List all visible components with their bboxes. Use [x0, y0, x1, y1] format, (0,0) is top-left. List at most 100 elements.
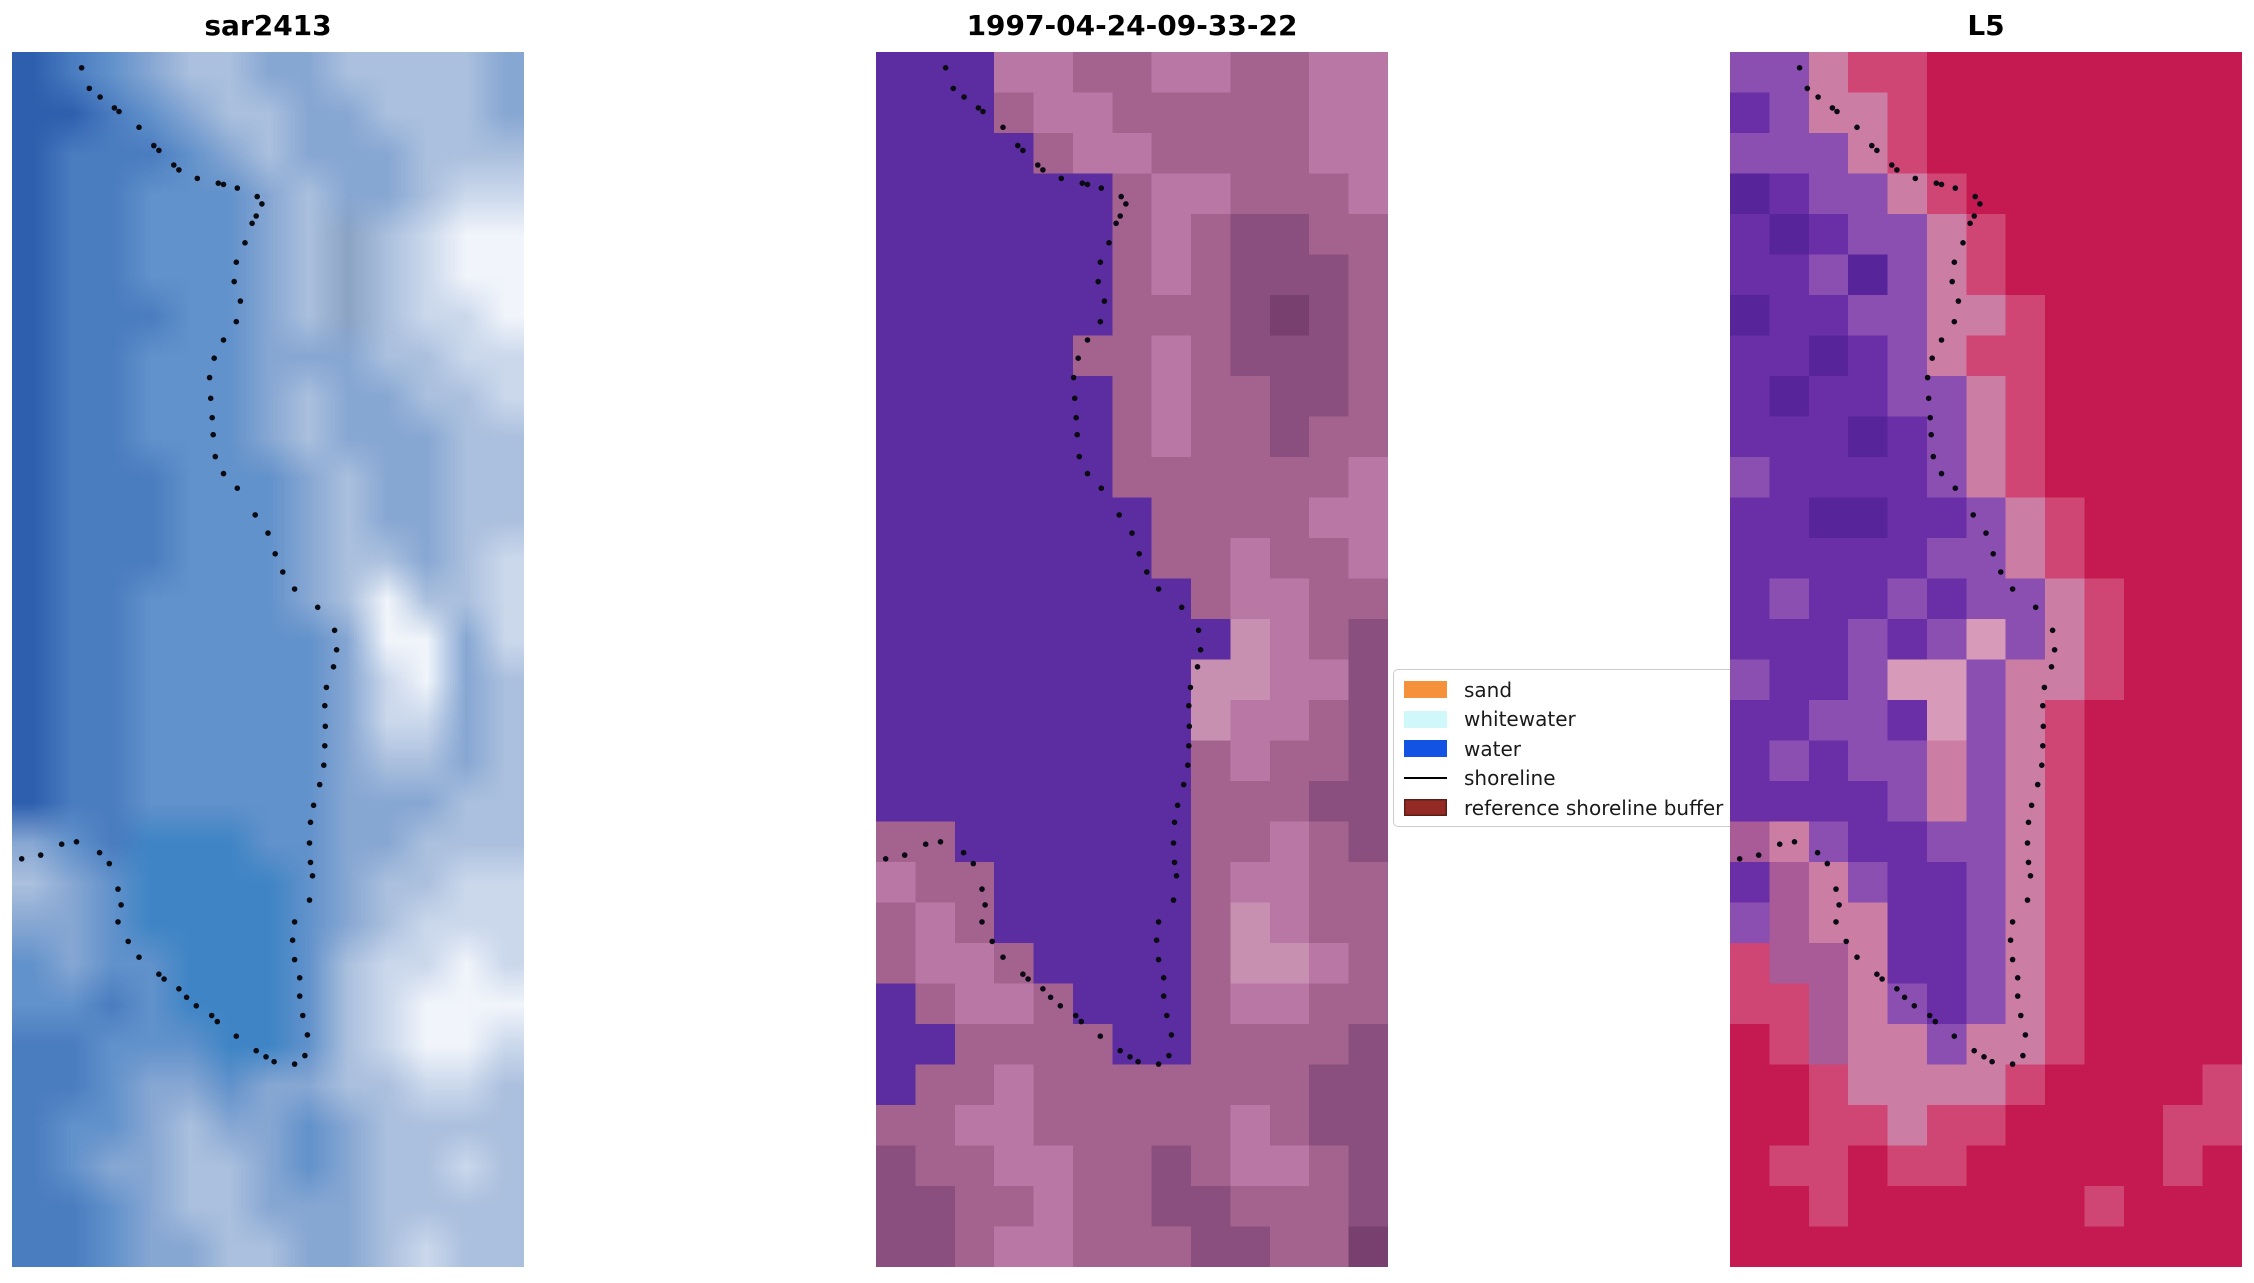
shoreline-dot: [2009, 1061, 2016, 1067]
shoreline-dot: [1144, 569, 1150, 575]
shoreline-dot: [233, 318, 240, 325]
legend-color-swatch: [1404, 799, 1447, 817]
shoreline-dot: [1926, 1012, 1933, 1019]
shoreline-dot: [1173, 873, 1180, 879]
shoreline-dot: [1912, 175, 1919, 182]
legend-entry-shoreline: shoreline: [1404, 764, 1747, 794]
shoreline-dot: [1174, 802, 1181, 809]
shoreline-dot: [289, 937, 296, 943]
shoreline-dot: [980, 108, 986, 115]
shoreline-dot: [1791, 839, 1798, 845]
shoreline-dot: [231, 278, 237, 285]
shoreline-dot: [882, 856, 889, 862]
shoreline-dot: [136, 124, 142, 131]
shoreline-dot: [1869, 142, 1875, 149]
shoreline-dot: [1116, 512, 1122, 518]
shoreline-dot: [1814, 849, 1821, 856]
shoreline-dot: [220, 470, 227, 477]
shoreline-dots-overlay: [1736, 65, 2058, 1067]
shoreline-dot: [1843, 938, 1849, 945]
shoreline-dot: [2032, 604, 2039, 611]
shoreline-dot: [1989, 1058, 1995, 1065]
shoreline-dot: [1084, 337, 1091, 343]
shoreline-dot: [2025, 859, 2032, 866]
shoreline-dot: [1070, 374, 1077, 381]
shoreline-dot: [1074, 431, 1080, 438]
shoreline-dot: [1952, 185, 1959, 191]
shoreline-dot: [975, 105, 982, 111]
shoreline-dot: [1952, 485, 1959, 492]
shoreline-dot: [307, 819, 314, 826]
shoreline-dot: [207, 395, 214, 402]
shoreline-dot: [1095, 278, 1101, 285]
shoreline-dot: [2020, 1052, 2026, 1059]
shoreline-dot: [1164, 1012, 1170, 1019]
shoreline-dot: [1155, 586, 1162, 592]
shoreline-dot: [2024, 840, 2031, 846]
shoreline-dot: [156, 147, 162, 154]
shoreline-dot: [161, 976, 167, 982]
shoreline-dot: [1186, 723, 1193, 730]
shoreline-dot: [1960, 240, 1966, 246]
shoreline-dot: [1879, 976, 1885, 982]
shoreline-dot: [233, 1033, 240, 1039]
shoreline-dot: [212, 453, 219, 460]
shoreline-dot: [1998, 569, 2004, 575]
shoreline-dot: [1970, 512, 1976, 518]
shoreline-dot: [1117, 1047, 1123, 1054]
shoreline-dot: [1098, 185, 1105, 191]
shoreline-dot: [1971, 1047, 1977, 1054]
shoreline-dot: [194, 175, 201, 182]
shoreline-dot: [1796, 65, 1803, 71]
shoreline-dot: [2028, 802, 2035, 809]
shoreline-dot: [2024, 897, 2031, 903]
shoreline-dot: [265, 530, 271, 536]
shoreline-dot: [1171, 819, 1178, 826]
shoreline-dot: [1951, 318, 1958, 325]
shoreline-dot: [125, 938, 131, 945]
shoreline-dot: [1824, 860, 1831, 867]
shoreline-dot: [220, 337, 227, 343]
shoreline-dot: [1168, 1032, 1175, 1038]
shoreline-dot: [1833, 919, 1839, 925]
shoreline-dot: [291, 1061, 298, 1067]
shoreline-dot: [183, 994, 190, 1001]
shoreline-dot: [291, 919, 298, 925]
shoreline-dot: [233, 259, 240, 265]
shoreline-dot: [115, 919, 121, 925]
shoreline-dot: [1000, 954, 1006, 960]
shoreline-dot: [960, 849, 967, 856]
shoreline-dot: [1097, 1033, 1104, 1039]
shoreline-dot: [307, 859, 314, 866]
shoreline-dot: [989, 938, 995, 945]
shoreline-dot: [1040, 986, 1046, 992]
shoreline-dot: [1990, 551, 1996, 557]
shoreline-dot: [1123, 201, 1129, 207]
shoreline-dot: [1901, 994, 1908, 1001]
shoreline-dot: [106, 860, 113, 867]
shoreline-dot: [2040, 702, 2046, 709]
shoreline-dot: [2009, 956, 2016, 963]
shoreline-dot: [1170, 897, 1177, 903]
shoreline-dot: [118, 902, 124, 908]
shoreline-dot: [1983, 530, 1989, 536]
shoreline-dot: [78, 65, 85, 71]
shoreline-dot: [115, 886, 121, 892]
shoreline-dot: [209, 414, 215, 421]
shoreline-dot: [96, 849, 103, 856]
legend-color-swatch: [1404, 740, 1447, 758]
shoreline-dot: [2018, 1012, 2024, 1019]
shoreline-dot: [58, 841, 65, 847]
legend-line-swatch: [1404, 777, 1447, 780]
shoreline-dot: [1015, 142, 1021, 149]
shoreline-dot: [193, 1003, 200, 1009]
shoreline-dot: [1084, 181, 1091, 188]
shoreline-dot: [1040, 167, 1046, 173]
panel-title-sar: sar2413: [204, 9, 332, 42]
shoreline-dot: [304, 1032, 311, 1038]
shoreline-dot: [309, 873, 316, 879]
shoreline-dot: [1874, 971, 1880, 977]
shoreline-dot: [982, 902, 988, 908]
shoreline-dot: [1101, 298, 1108, 304]
shoreline-dot: [310, 802, 317, 809]
